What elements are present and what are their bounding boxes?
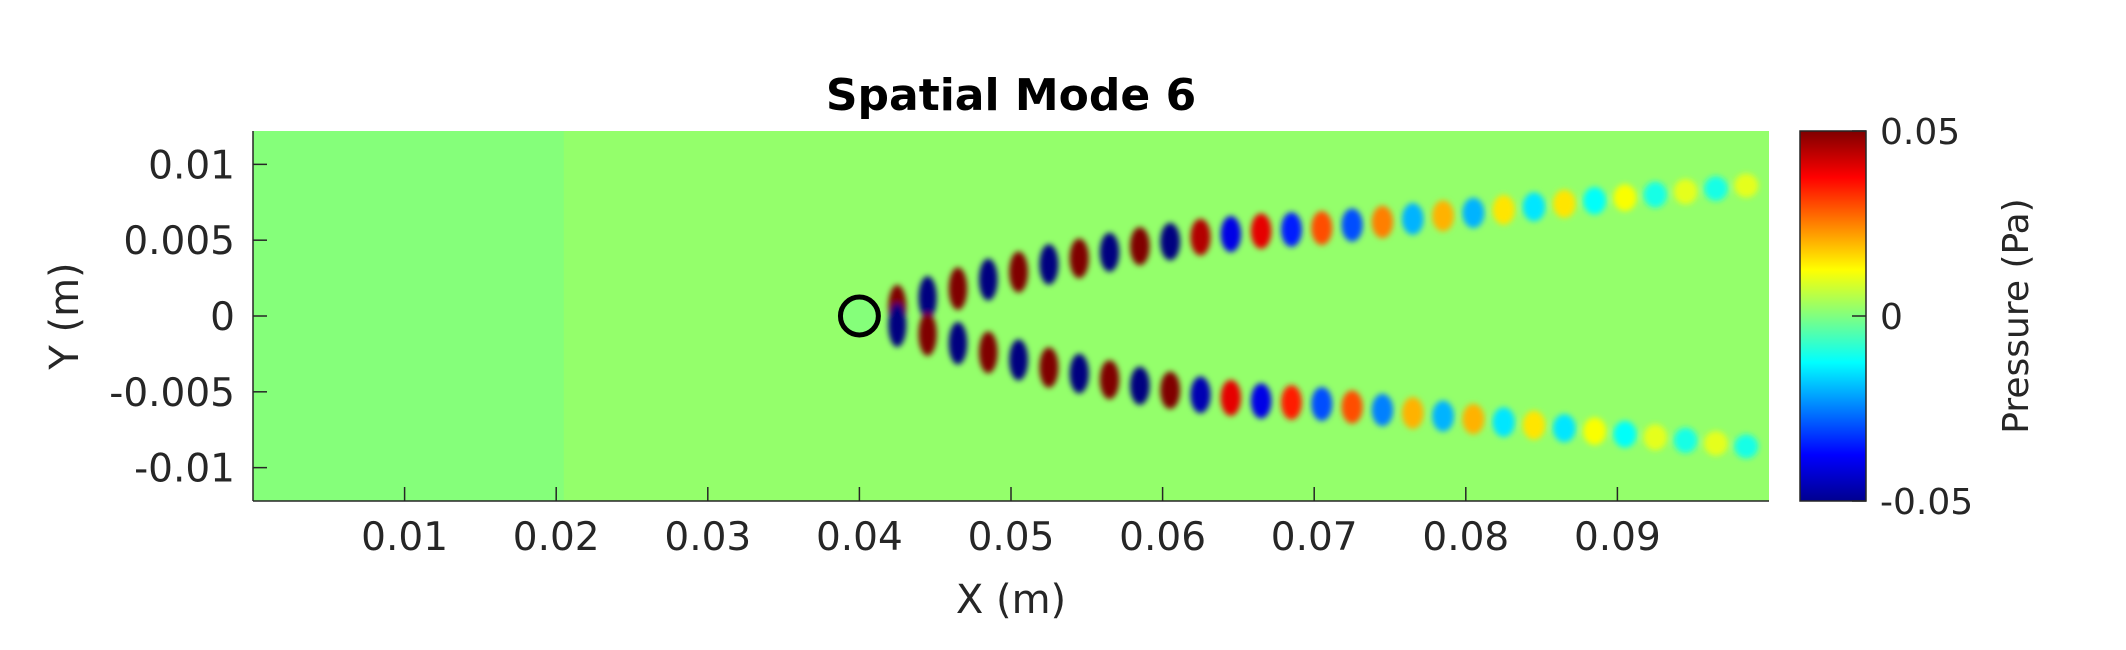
wake-cell-lower [918, 312, 937, 356]
wake-cell-lower [1341, 390, 1363, 424]
wake-cell-lower [1492, 407, 1515, 438]
wake-cell-lower [1160, 371, 1181, 410]
wake-cell-upper [1734, 173, 1759, 198]
y-tick-label: 0.005 [123, 219, 235, 264]
wake-cell-lower [1190, 376, 1211, 414]
wake-cell-lower [1552, 414, 1576, 443]
wake-cell-upper [1462, 197, 1485, 229]
wake-cell-lower [1462, 403, 1485, 435]
y-tick-label: 0 [210, 295, 235, 340]
wake-cell-upper [1432, 200, 1454, 232]
y-tick-label: 0.01 [148, 143, 235, 188]
wake-cell-upper [1552, 189, 1576, 218]
wake-cell-lower [1281, 385, 1302, 420]
x-tick-label: 0.09 [1574, 515, 1661, 560]
wake-cell-lower [1401, 397, 1424, 429]
x-tick-label: 0.07 [1271, 515, 1358, 560]
wake-cell-lower [1432, 400, 1454, 432]
wake-cell-lower [1583, 417, 1607, 446]
wake-cell-upper [1250, 213, 1272, 249]
wake-cell-lower [948, 322, 968, 365]
wake-cell-lower [1734, 434, 1759, 459]
colorbar-tick-label: 0.05 [1880, 112, 1960, 153]
x-tick-label: 0.01 [361, 515, 448, 560]
wake-cell-upper [948, 267, 968, 310]
wake-cell-lower [1039, 347, 1059, 388]
wake-cell-lower [1704, 431, 1728, 456]
colorbar-tick-label: 0 [1880, 297, 1903, 338]
wake-cell-lower [978, 331, 998, 374]
wake-cell-lower [1673, 427, 1698, 454]
colorbar-ticks: 0.05 0 -0.05 [1852, 112, 1973, 523]
wake-cell-upper [1522, 192, 1546, 222]
y-axis-label: Y (m) [42, 262, 88, 370]
colorbar-label: Pressure (Pa) [1996, 198, 2037, 433]
wake-cell-upper [1311, 211, 1333, 246]
wake-cell-upper [1371, 205, 1394, 239]
wake-cell-lower [1522, 410, 1546, 440]
wake-cell-upper [1492, 194, 1515, 225]
colorbar-tick-label: -0.05 [1880, 482, 1973, 523]
wake-cell-upper [1613, 184, 1637, 212]
wake-cell-lower [1130, 366, 1150, 405]
y-tick-label: -0.005 [109, 371, 235, 416]
upstream-region [253, 131, 564, 501]
wake-cell-lower [1099, 360, 1120, 400]
wake-cell-lower [1311, 386, 1333, 421]
x-tick-label: 0.05 [968, 515, 1055, 560]
wake-blobs [888, 173, 1759, 459]
wake-cell-upper [1643, 181, 1667, 208]
wake-cell-upper [1099, 232, 1120, 272]
x-tick-label: 0.04 [816, 515, 903, 560]
pressure-field [253, 131, 1759, 501]
x-tick-label: 0.03 [664, 515, 751, 560]
wake-cell-upper [1281, 212, 1302, 247]
wake-cell-upper [918, 276, 937, 320]
wake-cell-upper [1130, 227, 1150, 266]
wake-cell-lower [1220, 379, 1241, 416]
colorbar: 0.05 0 -0.05 Pressure (Pa) [1799, 112, 2037, 523]
cylinder-outline [837, 294, 881, 338]
wake-cell-upper [1069, 238, 1089, 279]
y-tick-label: -0.01 [134, 447, 235, 492]
x-tick-label: 0.08 [1422, 515, 1509, 560]
chart-title: Spatial Mode 6 [826, 70, 1196, 121]
wake-cell-lower [1371, 393, 1394, 427]
wake-cell-lower [1613, 420, 1637, 448]
wake-cell-upper [1704, 176, 1728, 201]
axes: 0.01 0.02 0.03 0.04 0.05 0.06 0.07 0.08 0.09 0.01… [109, 131, 1769, 560]
wake-cell-upper [1160, 222, 1181, 261]
wake-cell-upper [1190, 218, 1211, 256]
x-axis-label: X (m) [956, 577, 1066, 623]
wake-cell-upper [1583, 186, 1607, 215]
wake-cell-upper [1401, 203, 1424, 235]
x-tick-label: 0.02 [513, 515, 600, 560]
wake-cell-lower [1643, 424, 1667, 451]
wake-cell-upper [1009, 251, 1029, 293]
wake-cell-lower [1250, 383, 1272, 419]
wake-cell-upper [978, 258, 998, 301]
wake-cell-lower [1069, 353, 1089, 394]
wake-cell-lower [1009, 339, 1029, 381]
wake-cell-upper [1341, 208, 1363, 242]
x-tick-label: 0.06 [1119, 515, 1206, 560]
wake-cell-upper [1220, 216, 1241, 253]
wake-cell-upper [1673, 178, 1698, 205]
wake-cell-lower [888, 303, 907, 348]
wake-cell-upper [1039, 244, 1059, 285]
plot-area [253, 131, 1769, 501]
